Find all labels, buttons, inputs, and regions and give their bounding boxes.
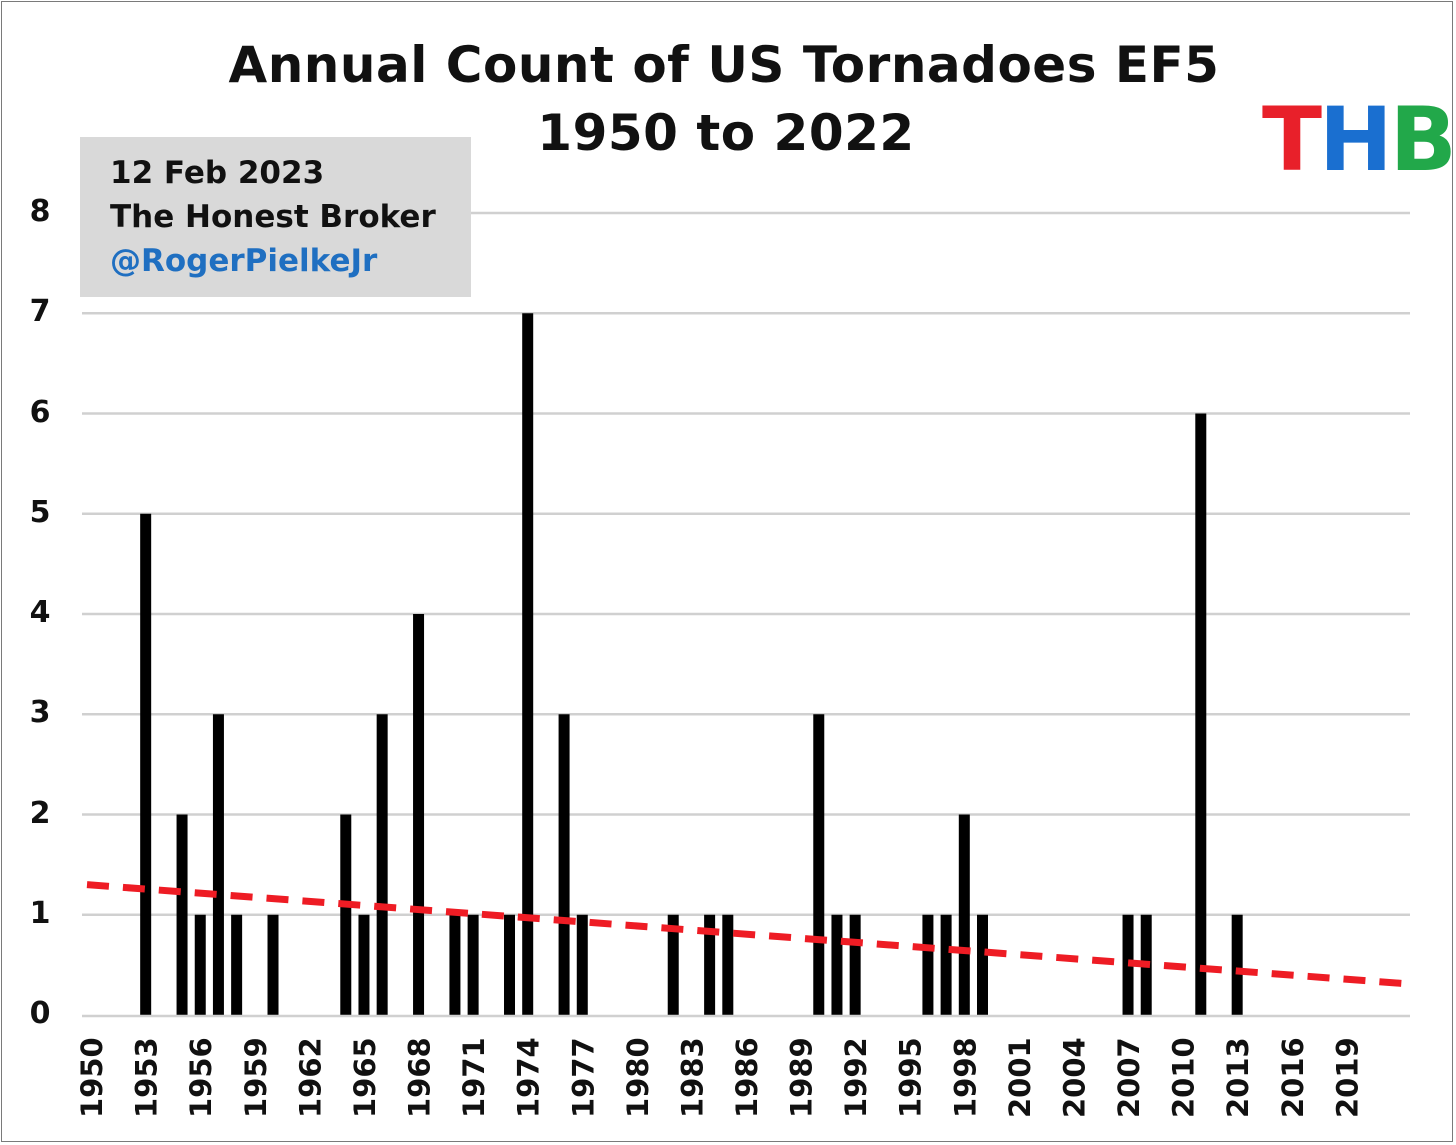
chart-title-line1: Annual Count of US Tornadoes EF5 — [228, 36, 1220, 94]
x-tick-label: 1980 — [621, 1037, 655, 1118]
bar-1984 — [704, 914, 716, 1015]
logo-letter-h: H — [1319, 88, 1393, 191]
bar-1964 — [340, 814, 352, 1015]
bar-1997 — [940, 914, 952, 1015]
bar-1982 — [667, 914, 679, 1015]
bar-1999 — [976, 914, 988, 1015]
bar-1966 — [376, 714, 388, 1015]
bar-1953 — [140, 513, 152, 1015]
bar-1968 — [413, 614, 425, 1015]
x-tick-label: 1971 — [457, 1037, 491, 1118]
x-tick-label: 1989 — [785, 1037, 819, 1118]
y-tick-label: 6 — [29, 394, 51, 430]
credit-box: 12 Feb 2023 The Honest Broker @RogerPiel… — [80, 137, 471, 297]
x-tick-label: 1974 — [512, 1037, 546, 1118]
credit-publication: The Honest Broker — [110, 199, 436, 235]
credit-handle: @RogerPielkeJr — [110, 243, 378, 279]
bar-2011 — [1195, 413, 1207, 1015]
y-tick-label: 7 — [29, 294, 51, 330]
x-tick-label: 1968 — [403, 1037, 437, 1118]
y-tick-label: 0 — [29, 996, 51, 1031]
bar-1958 — [231, 914, 243, 1015]
bar-1970 — [449, 914, 461, 1015]
x-tick-label: 1977 — [566, 1037, 600, 1118]
y-tick-label: 2 — [29, 795, 51, 831]
logo-letter-t: T — [1262, 88, 1322, 191]
bar-1976 — [558, 714, 570, 1015]
x-tick-label: 2001 — [1003, 1037, 1037, 1118]
credit-date: 12 Feb 2023 — [110, 155, 325, 191]
y-tick-label: 3 — [29, 695, 51, 731]
bar-1974 — [522, 313, 534, 1015]
bar-1990 — [813, 714, 825, 1015]
x-tick-label: 1962 — [293, 1037, 327, 1118]
x-tick-label: 1983 — [675, 1037, 709, 1118]
bar-1973 — [504, 914, 516, 1015]
x-tick-label: 1986 — [730, 1037, 764, 1118]
x-tick-label: 2004 — [1057, 1037, 1091, 1118]
bar-1991 — [831, 914, 843, 1015]
bar-1965 — [358, 914, 370, 1015]
x-tick-label: 1950 — [75, 1037, 109, 1118]
x-tick-label: 2007 — [1112, 1037, 1146, 1118]
logo-letter-b: B — [1389, 88, 1456, 191]
x-tick-label: 1992 — [839, 1037, 873, 1118]
x-tick-label: 2013 — [1221, 1037, 1255, 1118]
x-tick-label: 1959 — [239, 1037, 273, 1118]
bar-1998 — [958, 814, 970, 1015]
bar-1971 — [467, 914, 479, 1015]
bar-1985 — [722, 914, 734, 1015]
x-tick-label: 1956 — [184, 1037, 218, 1118]
x-tick-label: 1953 — [130, 1037, 164, 1118]
x-tick-label: 2010 — [1167, 1037, 1201, 1118]
bar-1955 — [176, 814, 188, 1015]
trend-line — [86, 881, 1410, 988]
thb-logo: THB — [1262, 96, 1456, 184]
x-tick-label: 1965 — [348, 1037, 382, 1118]
bar-1996 — [922, 914, 934, 1015]
bar-1977 — [576, 914, 588, 1015]
x-tick-label: 2019 — [1330, 1037, 1364, 1118]
bar-1957 — [212, 714, 224, 1015]
bar-1956 — [194, 914, 206, 1015]
bar-2013 — [1231, 914, 1243, 1015]
y-tick-label: 8 — [29, 194, 51, 229]
x-tick-label: 2016 — [1276, 1037, 1310, 1118]
chart-title-line2: 1950 to 2022 — [537, 104, 915, 162]
bar-1992 — [849, 914, 861, 1015]
x-tick-label: 1995 — [894, 1037, 928, 1118]
y-tick-label: 4 — [29, 595, 51, 630]
bar-1960 — [267, 914, 279, 1015]
x-tick-label: 1998 — [948, 1037, 982, 1118]
y-tick-label: 5 — [29, 494, 51, 530]
y-tick-label: 1 — [29, 895, 51, 931]
